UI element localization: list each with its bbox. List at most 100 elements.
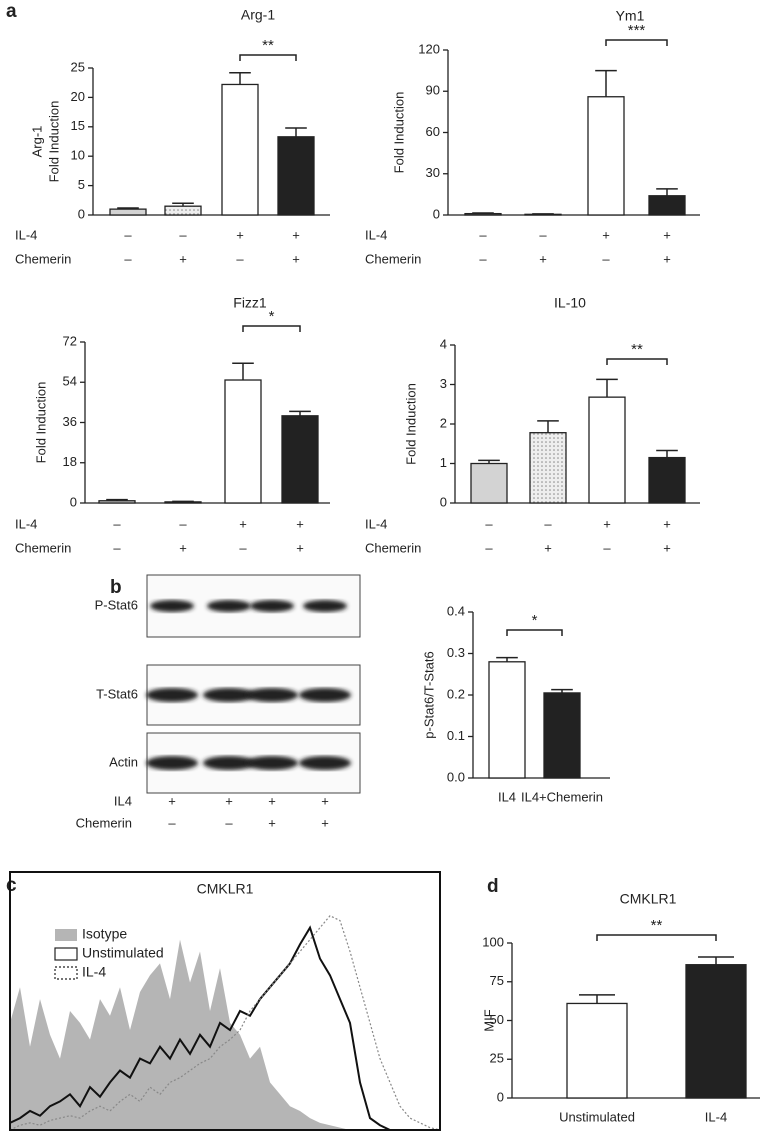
blot-band (303, 600, 347, 612)
significance-label: ** (631, 341, 643, 358)
significance-bracket (242, 325, 301, 332)
condition-sign: + (603, 516, 611, 531)
condition-sign: + (225, 793, 233, 808)
bar (221, 83, 259, 216)
chart-title: Fizz1 (233, 295, 267, 311)
y-axis-label: Fold Induction (391, 92, 406, 174)
chart-title: Arg-1 (241, 7, 275, 23)
y-axis-label: Arg-1 (29, 126, 44, 158)
bar (588, 396, 626, 504)
bar (109, 208, 147, 216)
y-tick-label: 0.2 (447, 686, 465, 701)
condition-sign: – (539, 227, 547, 242)
significance-label: *** (628, 22, 646, 39)
chart-title: CMKLR1 (620, 891, 677, 907)
blot-band (299, 688, 351, 702)
blot-band (203, 756, 255, 770)
y-tick-label: 120 (418, 41, 440, 56)
significance-label: * (532, 612, 538, 629)
significance-bracket (506, 629, 563, 636)
y-tick-label: 1 (440, 455, 447, 470)
y-tick-label: 2 (440, 415, 447, 430)
y-tick-label: 25 (71, 59, 85, 74)
condition-sign: – (168, 815, 176, 830)
blot-band (250, 600, 294, 612)
condition-sign: + (663, 540, 671, 555)
condition-sign: – (485, 516, 493, 531)
condition-sign: – (479, 251, 487, 266)
condition-sign: – (179, 516, 187, 531)
y-tick-label: 0.4 (447, 603, 465, 618)
condition-sign: + (168, 793, 176, 808)
y-tick-label: 90 (426, 83, 440, 98)
y-tick-label: 0 (78, 206, 85, 221)
significance-label: ** (651, 917, 663, 934)
condition-sign: – (124, 227, 132, 242)
blot-band (203, 688, 255, 702)
y-tick-label: 0 (497, 1089, 504, 1104)
condition-sign: + (663, 516, 671, 531)
blot-band (146, 756, 198, 770)
condition-sign: + (296, 540, 304, 555)
y-tick-label: 0.1 (447, 728, 465, 743)
panel-label: c (6, 875, 17, 896)
condition-label: IL4 (114, 793, 132, 808)
condition-sign: – (602, 251, 610, 266)
condition-label: IL-4 (15, 516, 37, 531)
y-tick-label: 75 (490, 973, 504, 988)
condition-sign: + (321, 793, 329, 808)
bar (648, 456, 686, 504)
chart-title: Ym1 (616, 8, 645, 24)
x-tick-label: IL-4 (705, 1109, 727, 1124)
condition-sign: + (239, 516, 247, 531)
y-tick-label: 100 (482, 934, 504, 949)
condition-sign: – (124, 251, 132, 266)
y-tick-label: 60 (426, 124, 440, 139)
y-tick-label: 18 (63, 454, 77, 469)
condition-sign: + (296, 516, 304, 531)
bar (529, 432, 567, 504)
condition-sign: + (236, 227, 244, 242)
y-tick-label: 30 (426, 165, 440, 180)
bar (543, 692, 581, 779)
blot-row-label: T-Stat6 (96, 686, 138, 701)
x-tick-label: IL4 (498, 789, 516, 804)
y-tick-label: 0 (70, 494, 77, 509)
legend-swatch (55, 929, 77, 941)
blot-row-label: P-Stat6 (95, 597, 138, 612)
condition-sign: + (179, 251, 187, 266)
legend-label: Unstimulated (82, 945, 164, 961)
y-axis-label: MIF (481, 1009, 496, 1031)
x-tick-label: IL4+Chemerin (521, 789, 603, 804)
significance-bracket (605, 39, 668, 46)
condition-label: Chemerin (15, 540, 71, 555)
y-tick-label: 10 (71, 148, 85, 163)
bar (224, 379, 262, 504)
bar (685, 964, 747, 1099)
blot-band (246, 688, 298, 702)
y-axis-label: p-Stat6/T-Stat6 (421, 651, 436, 738)
condition-label: Chemerin (365, 540, 421, 555)
condition-sign: – (113, 540, 121, 555)
x-tick-label: Unstimulated (559, 1109, 635, 1124)
blot-band (150, 600, 194, 612)
bar (470, 462, 508, 504)
condition-sign: – (179, 227, 187, 242)
y-tick-label: 5 (78, 177, 85, 192)
bar (648, 195, 686, 216)
line (9, 915, 441, 1131)
condition-sign: + (268, 815, 276, 830)
bar (566, 1002, 628, 1099)
significance-bracket (239, 54, 297, 61)
condition-sign: – (113, 516, 121, 531)
bar (277, 136, 315, 216)
y-axis-label: Fold Induction (403, 383, 418, 465)
y-axis-label: Fold Induction (33, 382, 48, 464)
legend-label: IL-4 (82, 964, 106, 980)
condition-label: IL-4 (365, 516, 387, 531)
condition-sign: + (292, 251, 300, 266)
condition-label: IL-4 (365, 227, 387, 242)
condition-sign: + (179, 540, 187, 555)
condition-sign: + (544, 540, 552, 555)
y-tick-label: 54 (63, 374, 77, 389)
